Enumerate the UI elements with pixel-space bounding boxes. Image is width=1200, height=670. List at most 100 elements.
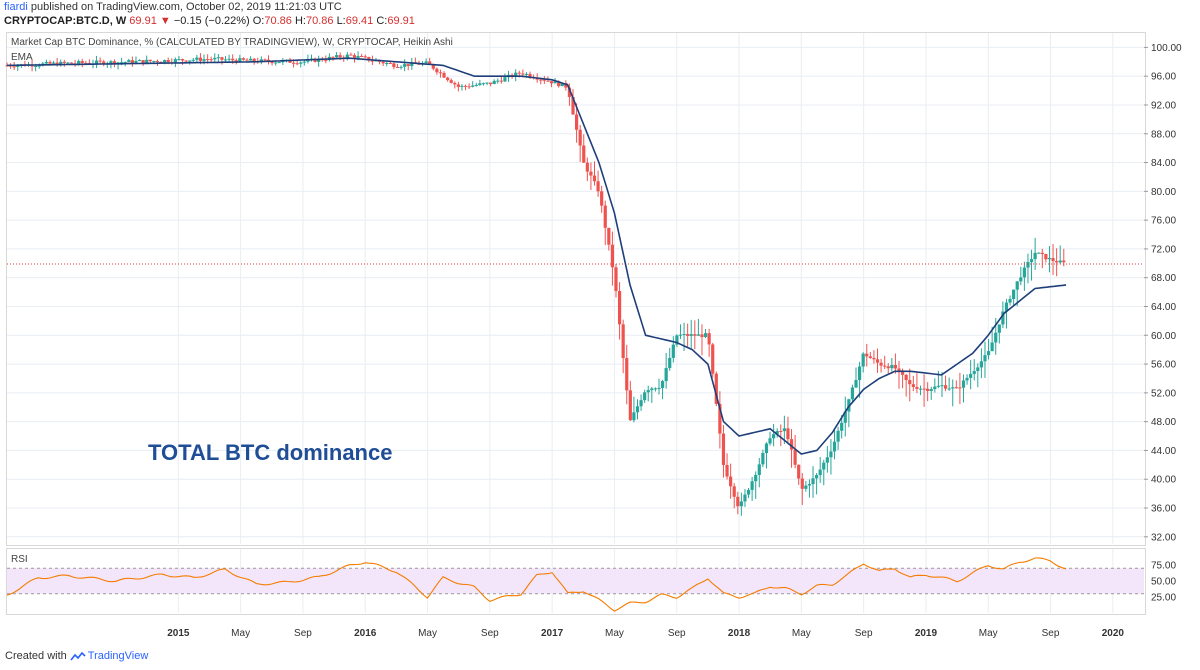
candle-body <box>130 60 134 64</box>
candle-body <box>288 59 292 63</box>
candle-body <box>793 449 797 465</box>
candle-body <box>675 335 679 345</box>
candle-body <box>62 61 66 63</box>
close-value: 69.91 <box>387 15 415 27</box>
publish-text: published on TradingView.com, October 02… <box>30 1 342 13</box>
candle-body <box>829 451 833 458</box>
candle-body <box>474 84 478 86</box>
candle-body <box>986 351 991 356</box>
candle-body <box>976 367 980 372</box>
candle-body <box>585 162 589 172</box>
candle-body <box>51 62 56 64</box>
chart-canvas[interactable]: 32.00 36.00 40.00 44.00 48.00 52.00 56.00 60.00… <box>0 0 1200 650</box>
candle-body <box>854 380 858 388</box>
candle-body <box>5 65 9 67</box>
candle-body <box>263 59 267 61</box>
candle-body <box>897 368 901 371</box>
candle-body <box>567 87 572 97</box>
candle-body <box>800 478 804 489</box>
candle-body <box>1015 281 1019 290</box>
high-label: H: <box>294 15 306 27</box>
candle-body <box>166 60 170 63</box>
candle-body <box>1012 289 1016 299</box>
candle-body <box>1019 277 1023 282</box>
candle-body <box>750 481 754 490</box>
y-tick-label: 88.00 <box>1151 129 1176 140</box>
candle-body <box>123 62 127 64</box>
candle-body <box>875 359 880 363</box>
candle-body <box>1008 298 1012 303</box>
candle-body <box>564 83 568 88</box>
candle-body <box>299 62 303 64</box>
candle-body <box>499 80 503 82</box>
candle-body <box>69 62 74 64</box>
candle-body <box>926 388 930 391</box>
author-name[interactable]: fiardi <box>4 1 28 13</box>
candle-body <box>148 59 152 62</box>
candle-body <box>614 267 618 291</box>
candle-body <box>338 55 342 58</box>
candle-body <box>163 60 167 63</box>
candle-body <box>1022 267 1026 278</box>
x-tick-label: 2015 <box>167 628 190 639</box>
candle-body <box>682 334 686 336</box>
candle-body <box>334 55 339 58</box>
candle-body <box>603 205 607 228</box>
candle-body <box>1026 262 1030 268</box>
annotation-text: TOTAL BTC dominance <box>148 440 393 465</box>
candle-body <box>761 453 765 465</box>
candle-body <box>478 83 482 85</box>
candle-body <box>1037 252 1041 254</box>
price-panel[interactable] <box>6 32 1146 546</box>
y-tick-label: 76.00 <box>1151 216 1176 227</box>
candle-body <box>922 388 926 390</box>
candle-body <box>743 494 747 502</box>
candle-body <box>958 387 962 389</box>
x-tick-label: Sep <box>481 628 499 639</box>
candle-body <box>94 60 99 64</box>
rsi-label: RSI <box>11 554 28 565</box>
candle-body <box>557 81 561 87</box>
candle-body <box>317 58 321 62</box>
x-tick-label: May <box>231 628 250 639</box>
candle-body <box>388 63 392 65</box>
rsi-panel[interactable] <box>6 548 1146 615</box>
candle-body <box>703 333 708 338</box>
candle-body <box>707 333 711 345</box>
candle-body <box>77 61 81 64</box>
candle-body <box>370 60 374 62</box>
candle-body <box>84 62 88 64</box>
candle-body <box>381 61 385 64</box>
candle-body <box>209 59 213 61</box>
footer[interactable]: Created with TradingView <box>5 650 148 662</box>
candle-body <box>12 66 16 68</box>
candle-body <box>184 60 188 62</box>
candle-body <box>718 403 722 434</box>
candle-body <box>395 67 400 69</box>
ema-label: EMA <box>11 52 33 63</box>
candle-body <box>245 59 249 61</box>
x-tick-label: 2019 <box>915 628 938 639</box>
candle-body <box>700 334 704 338</box>
y-tick-label: 60.00 <box>1151 331 1176 342</box>
candle-body <box>947 388 951 390</box>
candle-body <box>689 334 693 336</box>
candle-body <box>1001 311 1005 325</box>
candle-body <box>789 439 794 450</box>
candle-body <box>442 72 446 78</box>
candle-body <box>951 387 955 389</box>
candle-body <box>628 390 632 421</box>
candle-body <box>1040 252 1044 255</box>
candle-body <box>1051 258 1055 262</box>
candle-body <box>521 73 525 75</box>
candle-body <box>915 386 919 389</box>
y-tick-label: 64.00 <box>1151 302 1176 313</box>
candle-body <box>850 387 855 400</box>
candle-body <box>202 59 206 61</box>
down-arrow-icon: ▼ <box>159 15 171 27</box>
candle-body <box>832 441 837 452</box>
candle-body <box>453 82 457 85</box>
candle-body <box>908 380 912 385</box>
candle-body <box>216 57 220 59</box>
candle-body <box>385 63 389 65</box>
